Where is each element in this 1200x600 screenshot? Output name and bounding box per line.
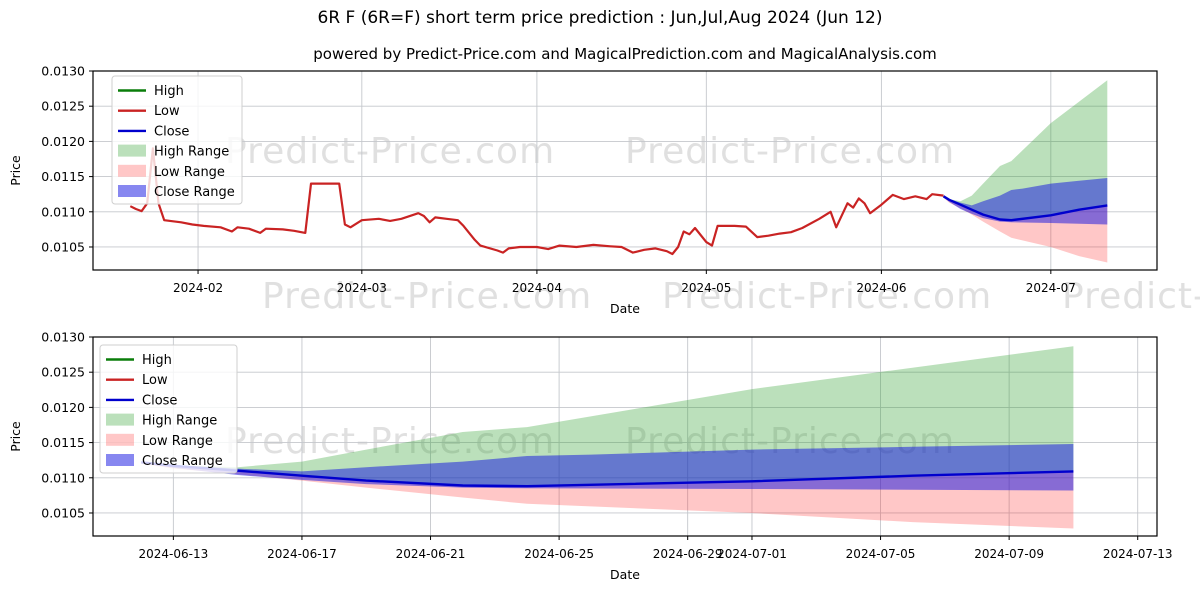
legend-label: Close: [142, 393, 177, 408]
x-tick-label: 2024-06-25: [524, 547, 594, 561]
axes-spines: [92, 336, 1158, 537]
x-tick-label: 2024-07-01: [717, 547, 787, 561]
legend-swatch-low-range: [118, 164, 146, 177]
y-tick-label: 0.0130: [41, 64, 85, 79]
watermark-text: Predict-Price.com: [262, 276, 593, 317]
legend-swatch-high-range: [118, 144, 146, 157]
y-axis-label: Price: [8, 155, 23, 186]
y-tick-label: 0.0105: [41, 505, 85, 520]
page-title: 6R F (6R=F) short term price prediction …: [317, 8, 883, 28]
x-axis-label: Date: [610, 301, 640, 316]
y-tick-label: 0.0130: [41, 330, 85, 345]
legend-label: Close Range: [154, 185, 235, 200]
x-tick-label: 2024-06: [856, 281, 906, 295]
x-tick-label: 2024-07: [1026, 281, 1076, 295]
watermark-text: Predict-Price.com: [662, 276, 993, 317]
legend: [99, 344, 238, 474]
x-tick-label: 2024-06-21: [396, 547, 466, 561]
legend-label: Low Range: [142, 434, 213, 449]
y-tick-label: 0.0120: [41, 134, 85, 149]
y-tick-label: 0.0115: [41, 435, 85, 450]
x-tick-label: 2024-06-29: [653, 547, 723, 561]
y-tick-label: 0.0115: [41, 169, 85, 184]
axes-spines: [92, 70, 1158, 271]
legend-swatch-close-range: [118, 185, 146, 197]
x-tick-label: 2024-07-09: [974, 547, 1044, 561]
legend: [111, 75, 243, 205]
y-tick-label: 0.0105: [41, 239, 85, 254]
price-history-chart: 2024-02 2024-03 2024-04 2024-05 2024-06 2024-…: [8, 64, 1158, 316]
legend-label: High Range: [142, 414, 217, 429]
legend-swatch-close-range: [106, 454, 134, 466]
y-tick-label: 0.0125: [41, 99, 85, 114]
legend-label: Low: [154, 104, 180, 119]
watermark-text: Predict-Price.com: [225, 421, 556, 462]
legend-swatch-low-range: [106, 433, 134, 446]
x-tick-label: 2024-06-13: [138, 547, 208, 561]
page-subtitle: powered by Predict-Price.com and Magical…: [313, 45, 937, 63]
x-tick-label: 2024-02: [173, 281, 223, 295]
y-tick-label: 0.0120: [41, 400, 85, 415]
legend-label: High: [142, 353, 172, 368]
watermark-text: Predict-Price.com: [225, 131, 556, 172]
close-prediction-line: [942, 195, 1108, 222]
y-tick-label: 0.0110: [41, 470, 85, 485]
y-tick-label: 0.0110: [41, 204, 85, 219]
x-axis-label: Date: [610, 567, 640, 582]
low-history-line: [129, 147, 944, 256]
watermark-text: Predict-Price.com: [1062, 276, 1200, 317]
y-axis-label: Price: [8, 421, 23, 452]
legend-label: Close Range: [142, 454, 223, 469]
legend-label: Low: [142, 373, 168, 388]
x-tick-label: 2024-04: [512, 281, 562, 295]
x-tick-label: 2024-07-13: [1103, 547, 1173, 561]
legend-label: Low Range: [154, 165, 225, 180]
legend-label: Close: [154, 124, 189, 139]
x-tick-label: 2024-07-05: [846, 547, 916, 561]
x-tick-label: 2024-03: [337, 281, 387, 295]
legend-label: High: [154, 84, 184, 99]
prediction-zoom-chart: 2024-06-13 2024-06-17 2024-06-21 2024-06-25…: [8, 330, 1173, 583]
y-tick-label: 0.0125: [41, 365, 85, 380]
legend-swatch-high-range: [106, 413, 134, 426]
watermark-text: Predict-Price.com: [625, 131, 956, 172]
legend-label: High Range: [154, 145, 229, 160]
x-tick-label: 2024-06-17: [267, 547, 337, 561]
x-tick-label: 2024-05: [681, 281, 731, 295]
